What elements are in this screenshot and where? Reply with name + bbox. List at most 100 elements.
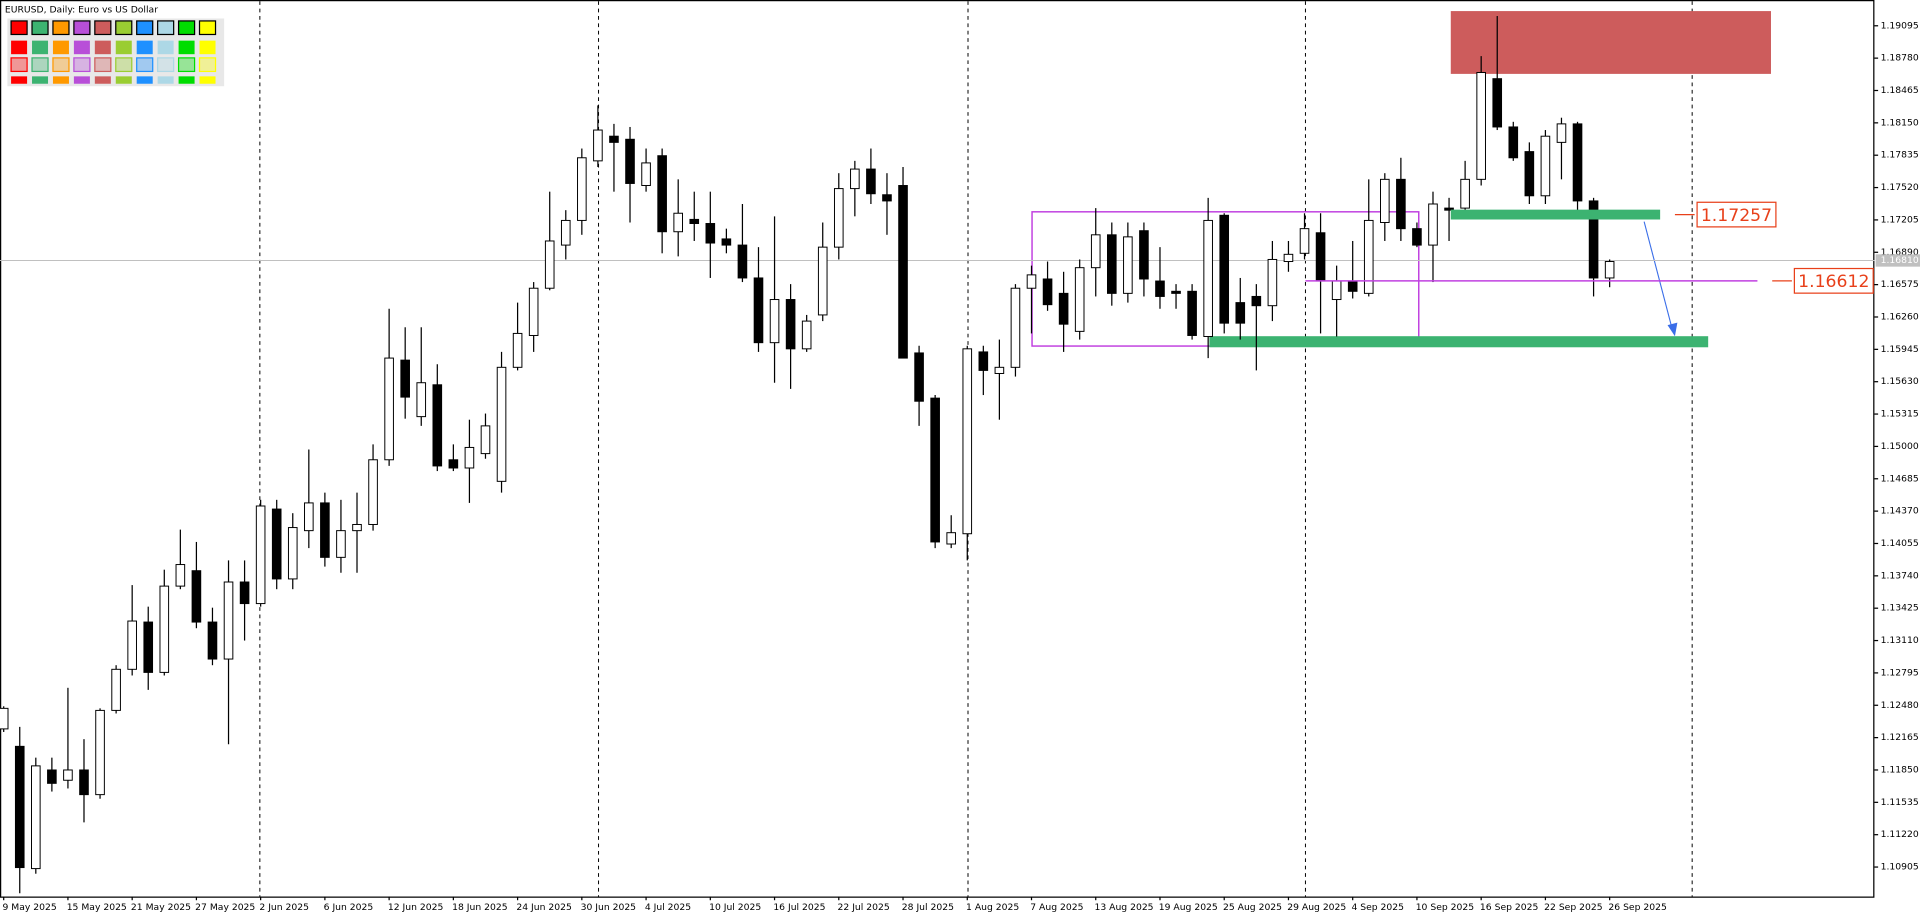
x-tick-label: 19 Aug 2025 bbox=[1159, 902, 1218, 913]
candle-body bbox=[1058, 292, 1069, 325]
candle-body bbox=[207, 621, 218, 660]
swatch bbox=[199, 76, 216, 84]
candle-body bbox=[593, 129, 603, 162]
candle-body bbox=[1380, 178, 1390, 223]
x-tick-label: 27 May 2025 bbox=[195, 902, 255, 913]
swatch bbox=[32, 76, 49, 84]
candle-body bbox=[432, 384, 443, 467]
y-tick-label: 1.15630 bbox=[1881, 376, 1919, 387]
x-tick-label: 30 Jun 2025 bbox=[581, 902, 637, 913]
x-tick-label: 22 Jul 2025 bbox=[838, 902, 890, 913]
candle-body bbox=[271, 508, 282, 580]
candle-body bbox=[577, 157, 587, 221]
candle-body bbox=[352, 523, 362, 532]
candle-body bbox=[1203, 219, 1213, 337]
y-tick-label: 1.13425 bbox=[1881, 603, 1919, 614]
x-tick-label: 12 Jun 2025 bbox=[388, 902, 444, 913]
candle-body bbox=[769, 299, 780, 344]
candle-body bbox=[866, 168, 876, 195]
candle-body bbox=[480, 425, 491, 455]
candle-body bbox=[368, 459, 378, 525]
y-tick-label: 1.14370 bbox=[1881, 506, 1919, 517]
candle-body bbox=[930, 397, 940, 543]
swatch bbox=[11, 40, 28, 55]
candle-body bbox=[609, 135, 619, 143]
candle-body bbox=[159, 585, 170, 673]
y-tick-label: 1.10905 bbox=[1881, 862, 1919, 873]
x-tick-label: 21 May 2025 bbox=[131, 902, 191, 913]
last-price-label: 1.16810 bbox=[1881, 255, 1919, 266]
candle-body bbox=[14, 745, 25, 869]
candle-body bbox=[625, 138, 635, 184]
candle-body bbox=[127, 620, 137, 670]
projection-arrow bbox=[1643, 221, 1673, 331]
y-tick-label: 1.15000 bbox=[1881, 441, 1919, 452]
annotation-label: 1.16612 bbox=[1798, 272, 1869, 292]
x-tick-label: 28 Jul 2025 bbox=[902, 902, 954, 913]
y-tick-label: 1.15945 bbox=[1881, 344, 1919, 355]
candle-body bbox=[336, 530, 346, 558]
swatch bbox=[115, 20, 133, 36]
candle-body bbox=[962, 348, 973, 535]
x-tick-label: 25 Aug 2025 bbox=[1223, 902, 1282, 913]
candle-body bbox=[946, 532, 957, 545]
candle-body bbox=[1235, 302, 1246, 324]
candle-body bbox=[882, 194, 892, 202]
swatch bbox=[94, 57, 112, 73]
candle-body bbox=[689, 218, 700, 225]
y-tick-label: 1.14685 bbox=[1881, 473, 1919, 484]
swatch bbox=[177, 20, 196, 36]
candle-body bbox=[978, 351, 989, 371]
swatch bbox=[115, 57, 133, 73]
resistance-zone bbox=[1450, 209, 1661, 220]
y-tick-label: 1.12795 bbox=[1881, 667, 1919, 678]
candle-body bbox=[1299, 228, 1310, 254]
candle-body bbox=[1026, 274, 1037, 289]
candle-body bbox=[1588, 200, 1599, 279]
swatch bbox=[32, 40, 49, 55]
swatch bbox=[157, 76, 174, 84]
x-tick-label: 2 Jun 2025 bbox=[259, 902, 309, 913]
swatch bbox=[11, 76, 28, 84]
x-tick-label: 9 May 2025 bbox=[2, 902, 56, 913]
swatch bbox=[52, 40, 69, 55]
y-tick-label: 1.18465 bbox=[1881, 85, 1919, 96]
candle-body bbox=[239, 581, 250, 605]
candle-body bbox=[1428, 203, 1438, 246]
swatch bbox=[115, 76, 132, 84]
candle-body bbox=[0, 707, 9, 730]
candle-body bbox=[1604, 261, 1615, 279]
swatch bbox=[136, 40, 153, 55]
swatch bbox=[73, 40, 90, 55]
x-tick-label: 16 Sep 2025 bbox=[1480, 902, 1539, 913]
candle-body bbox=[1492, 78, 1503, 128]
candle-body bbox=[1123, 236, 1133, 294]
candle-body bbox=[400, 359, 410, 398]
candle-body bbox=[1090, 234, 1101, 269]
candle-body bbox=[1267, 258, 1278, 307]
swatch bbox=[115, 40, 132, 55]
color-palette bbox=[7, 18, 225, 87]
candle-body bbox=[1363, 219, 1374, 294]
candle-body bbox=[657, 155, 667, 233]
swatch bbox=[94, 40, 111, 55]
swatch bbox=[31, 57, 49, 73]
candle-body bbox=[1540, 135, 1551, 197]
y-tick-label: 1.18150 bbox=[1881, 117, 1919, 128]
candle-body bbox=[1074, 267, 1085, 332]
swatch bbox=[198, 20, 217, 36]
candle-body bbox=[1460, 178, 1470, 209]
swatch bbox=[10, 20, 28, 36]
y-tick-label: 1.12480 bbox=[1881, 700, 1919, 711]
y-tick-label: 1.17205 bbox=[1881, 214, 1919, 225]
candle-body bbox=[63, 769, 73, 781]
swatch bbox=[73, 76, 90, 84]
x-tick-label: 15 May 2025 bbox=[67, 902, 127, 913]
x-tick-label: 10 Jul 2025 bbox=[709, 902, 761, 913]
swatch bbox=[198, 57, 217, 73]
swatch bbox=[73, 20, 91, 36]
candle-body bbox=[801, 320, 812, 350]
candle-body bbox=[1444, 207, 1454, 211]
x-tick-label: 26 Sep 2025 bbox=[1608, 902, 1667, 913]
candle-body bbox=[560, 219, 571, 246]
